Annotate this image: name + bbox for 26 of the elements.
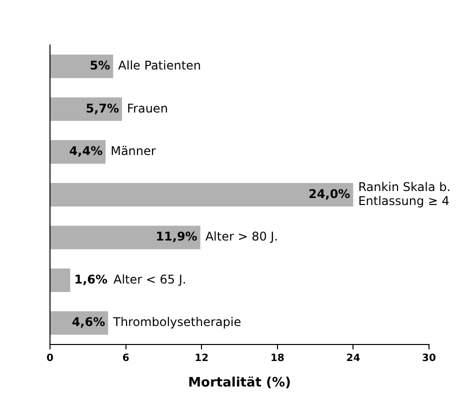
x-axis-title: Mortalität (%) <box>188 376 291 391</box>
y-tick-label: Rankin Skala b. Entlassung ≥ 4 <box>358 180 451 208</box>
y-tick-label: Alter < 65 J. <box>113 272 186 286</box>
data-label: 24,0% <box>308 186 350 201</box>
y-tick-label: Männer <box>110 144 156 158</box>
x-tick-label: 30 <box>422 352 436 364</box>
data-label: 5,7% <box>86 101 120 116</box>
bar <box>50 268 70 292</box>
y-tick-label: Frauen <box>127 101 168 116</box>
bar <box>50 54 114 78</box>
data-label: 5% <box>90 58 110 73</box>
y-tick-label: Alle Patienten <box>118 58 202 73</box>
x-tick-label: 24 <box>346 352 360 364</box>
x-tick-label: 12 <box>194 352 209 364</box>
data-label: 4,4% <box>69 144 103 158</box>
x-tick-label: 0 <box>46 352 54 364</box>
bar <box>50 182 354 206</box>
x-tick-label: 18 <box>270 352 284 364</box>
data-label: 11,9% <box>156 230 198 244</box>
bar <box>50 97 122 121</box>
bar <box>50 226 200 250</box>
y-tick-label: Thrombolysetherapie <box>112 315 242 330</box>
x-tick-label: 6 <box>122 352 130 364</box>
y-tick-label: Alter > 80 J. <box>205 230 278 244</box>
data-label: 4,6% <box>72 315 106 330</box>
data-label: 1,6% <box>74 272 108 286</box>
